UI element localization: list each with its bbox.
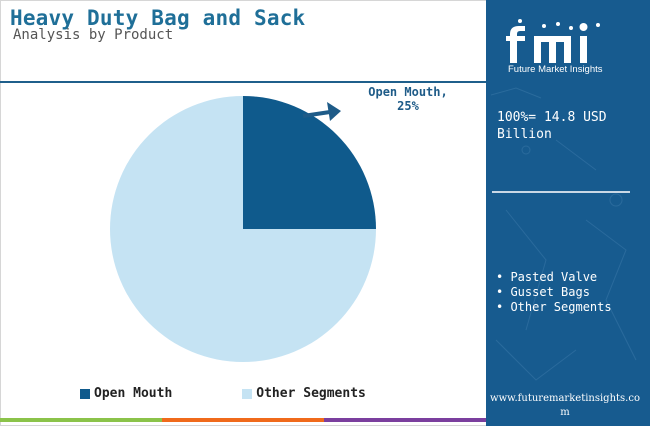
pie-slices [110, 96, 376, 362]
callout-label: Open Mouth, [368, 85, 448, 99]
panel-divider [492, 191, 630, 193]
chart-title: Heavy Duty Bag and Sack [10, 6, 306, 30]
website-link[interactable]: www.futuremarketinsights.com [490, 393, 640, 418]
other-segments-list: Pasted Valve Gusset Bags Other Segments [496, 270, 612, 315]
legend-label-other-segments: Other Segments [256, 386, 366, 401]
market-total: 100%= 14.8 USD Billion [497, 110, 607, 142]
list-item: Gusset Bags [496, 285, 612, 300]
pie-chart [110, 96, 376, 362]
chart-subtitle: Analysis by Product [13, 27, 174, 43]
list-item: Other Segments [496, 300, 611, 315]
pie-slice-other-segments [110, 96, 376, 362]
legend-swatch-other-segments [242, 388, 253, 399]
title-divider [0, 81, 486, 83]
legend-item-other-segments: Other Segments [242, 386, 366, 401]
legend-label-open-mouth: Open Mouth [94, 386, 173, 401]
chart-legend: Open Mouth Other Segments [80, 386, 436, 401]
callout-value: 25% [397, 99, 419, 113]
logo-subtitle: Future Market Insights [508, 64, 603, 75]
legend-item-open-mouth: Open Mouth [80, 386, 172, 401]
bottom-bar-green [0, 418, 162, 422]
fmi-logo-icon [506, 19, 600, 63]
bottom-bar-purple [324, 418, 486, 422]
pie-callout-open-mouth: Open Mouth, 25% [362, 85, 454, 113]
legend-swatch-open-mouth [80, 388, 90, 399]
list-item: Pasted Valve [496, 270, 612, 285]
info-side-panel: Future Market Insights 100%= 14.8 USD Bi… [486, 0, 650, 426]
pie-slice-open-mouth [243, 96, 376, 229]
callout-arrow-icon [302, 102, 341, 121]
bottom-bar-orange [162, 418, 324, 422]
